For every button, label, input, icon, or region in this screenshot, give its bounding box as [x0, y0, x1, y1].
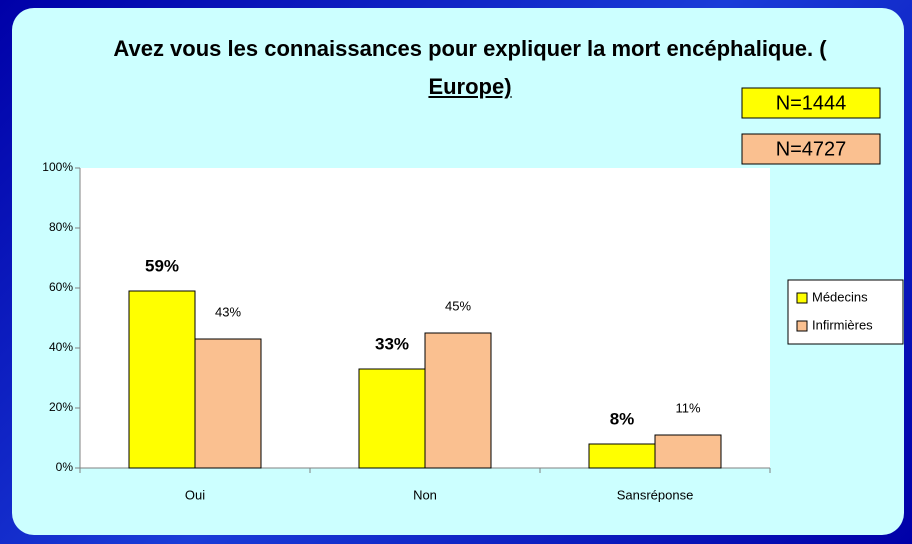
value-label: 33%: [375, 334, 409, 353]
annotation-box: [741, 87, 881, 119]
y-tick-label: 20%: [49, 400, 73, 414]
title-underlined: Europe): [428, 74, 512, 99]
legend-swatch: [796, 320, 808, 332]
x-tick-label: Non: [413, 487, 437, 502]
bar: [194, 338, 262, 469]
bar: [424, 332, 492, 469]
y-tick-label: 80%: [49, 220, 73, 234]
value-label: 45%: [445, 298, 471, 313]
value-label: 59%: [145, 256, 179, 275]
legend-swatch: [796, 292, 808, 304]
bar: [588, 443, 656, 469]
bar: [654, 434, 722, 469]
bar: [128, 290, 196, 469]
chart-title: Avez vous les connaissances pour expliqu…: [100, 30, 840, 106]
bar: [358, 368, 426, 469]
y-tick-label: 40%: [49, 340, 73, 354]
x-tick-label: Sansréponse: [617, 487, 694, 502]
value-label: 11%: [675, 400, 700, 415]
annotation: N=1444: [776, 92, 847, 114]
y-tick-label: 60%: [49, 280, 73, 294]
value-label: 43%: [215, 304, 241, 319]
legend-label: Médecins: [812, 289, 868, 304]
value-label: 8%: [610, 409, 635, 428]
legend-label: Infirmières: [812, 317, 873, 332]
title-text: Avez vous les connaissances pour expliqu…: [113, 36, 827, 61]
y-tick-label: 100%: [42, 160, 73, 174]
annotation-box: [741, 133, 881, 165]
x-tick-label: Oui: [185, 487, 205, 502]
y-tick-label: 0%: [56, 460, 74, 474]
annotation: N=4727: [776, 138, 847, 160]
legend-box: [787, 279, 904, 345]
